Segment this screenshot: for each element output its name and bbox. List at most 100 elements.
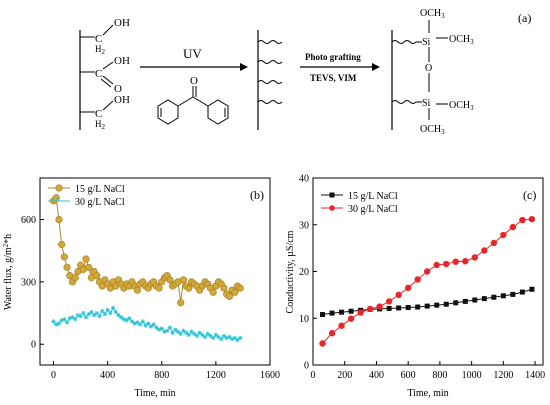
data-point [209,288,217,296]
data-point [443,301,449,307]
data-point [347,315,355,322]
carbon-atom: C [95,33,102,45]
data-point [328,330,336,337]
data-point [178,331,183,337]
star-stroke [111,305,115,310]
star-stroke [130,319,134,324]
data-point [89,309,94,315]
data-point [108,310,113,316]
star-stroke [140,319,145,324]
data-point [219,336,224,342]
star-stroke [103,312,107,316]
legend-label-30: 30 g/L NaCl [75,197,125,208]
methoxy-group: OCH3 [449,100,474,112]
y-tick-label: 40 [299,174,309,185]
data-point [471,254,478,261]
x-tick-label: 1400 [525,370,545,381]
star-stroke [186,332,191,337]
data-point [58,240,66,249]
data-point [56,321,62,326]
radical-sites [257,40,283,104]
data-point [329,310,335,316]
data-point [154,325,159,330]
y-tick-label: 0 [31,340,36,351]
data-point [113,309,118,315]
star-stroke [143,323,148,328]
data-point [510,291,516,297]
data-point [159,326,164,331]
methoxy-group: OCH3 [420,124,445,136]
star-stroke [124,318,129,323]
data-point [81,310,86,316]
star-stroke [65,320,69,325]
series-layer [49,194,244,343]
data-point [197,330,202,335]
star-stroke [146,321,151,326]
x-tick-label: 800 [432,370,447,381]
star-stroke [197,330,202,335]
star-stroke [86,312,91,316]
data-point [481,247,488,254]
arrow-head [372,63,380,71]
data-point [481,296,487,302]
data-point [385,298,393,305]
star-stroke [232,336,237,340]
data-point [519,289,525,295]
star-stroke [170,330,175,335]
star-stroke [113,310,118,314]
x-tick-label: 1600 [260,370,280,381]
y-tick-label: 300 [21,277,36,288]
water-flux-chart: 0 400 800 1200 1600 0 300 600 15 g/L NaCl * 30 … [2,177,280,399]
data-point [71,274,79,282]
data-point [200,332,205,338]
data-point [232,335,238,341]
y-tick-label: 20 [299,267,309,278]
legend-label-15: 15 g/L NaCl [75,184,125,195]
data-point [146,321,151,326]
data-point [151,322,156,327]
series-layer [319,215,536,347]
data-point [167,325,173,330]
data-point [55,215,63,224]
data-point [452,258,459,265]
data-point [166,276,174,284]
y-axis-label: Conductivity, µS/cm [285,230,296,313]
data-point [137,322,143,327]
star-stroke [222,334,226,338]
data-point [395,291,402,299]
data-point [124,318,129,323]
series-line [322,288,533,315]
star-stroke [97,314,102,319]
x-tick-label: 0 [51,370,56,381]
data-point [181,328,186,333]
methoxy-group: OCH3 [449,34,474,46]
star-stroke [51,319,56,324]
data-point [143,323,148,328]
data-point [175,329,181,334]
hydrogen-label: H2 [95,119,106,131]
data-point [462,258,469,265]
data-point [424,268,431,275]
scheme-panel: C H2 OH C OH O C H2 OH UV [79,8,531,136]
graft-chains [391,20,448,120]
star-stroke [238,336,243,340]
data-point [86,311,91,317]
legend-marker-30 [329,205,335,211]
data-point [424,303,430,309]
data-point [320,312,326,318]
hydrogen-label: H2 [95,44,106,56]
data-point [170,330,175,335]
x-axis-label: Time, min [407,388,448,399]
star-stroke [57,321,61,326]
data-point [185,284,193,292]
data-point [110,305,116,311]
y-tick-label: 0 [304,361,309,372]
conductivity-chart: 0 200 400 600 800 1000 1200 1400 0 10 20 30 40 15 g/… [285,174,545,400]
star-stroke [154,325,159,330]
bond [102,61,114,70]
series-line [322,218,532,344]
star-stroke [216,335,221,339]
data-point [205,331,210,337]
x-tick-label: 1000 [462,370,482,381]
data-point [386,305,392,311]
